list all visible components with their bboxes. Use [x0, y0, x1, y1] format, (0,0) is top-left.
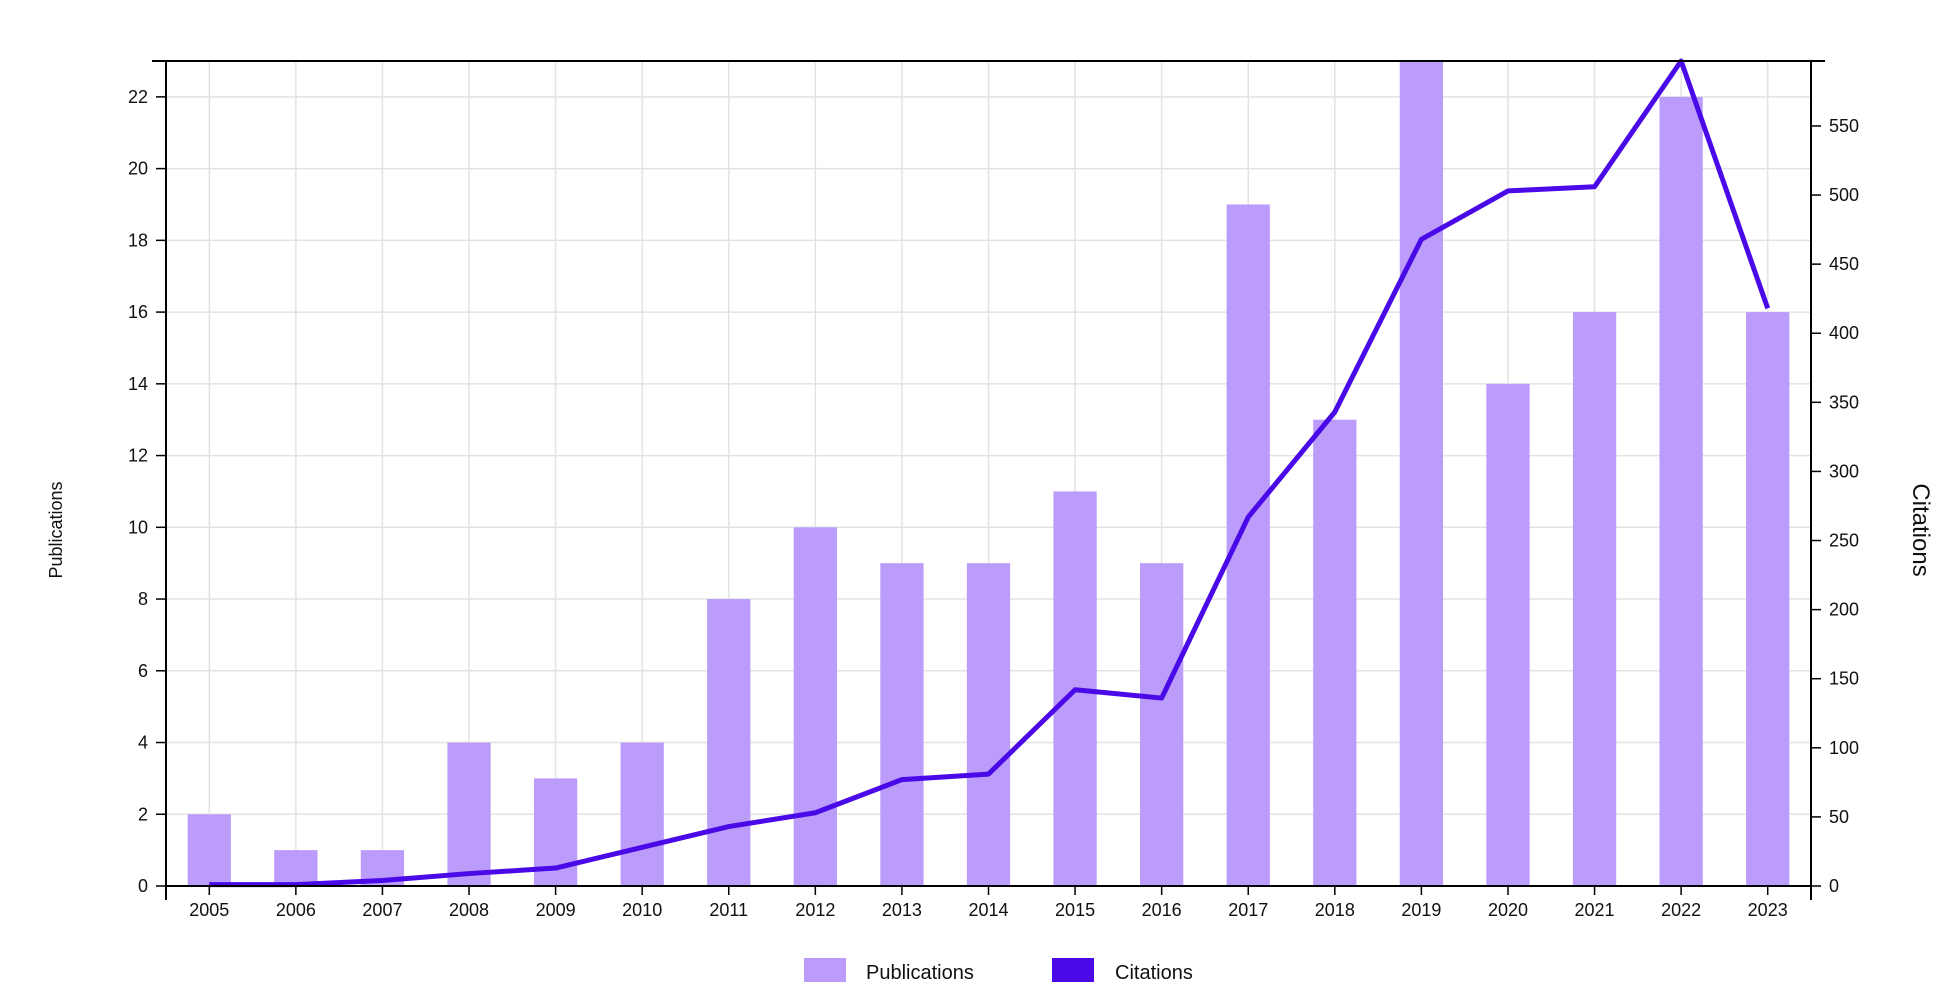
- bar-publications-2005: [187, 814, 231, 886]
- bar-publications-2016: [1140, 563, 1184, 886]
- x-tick-label-2014: 2014: [968, 900, 1008, 920]
- y-tick-label-8: 8: [138, 589, 148, 609]
- axes: [152, 60, 1825, 900]
- x-tick-label-2009: 2009: [536, 900, 576, 920]
- bar-publications-2018: [1313, 419, 1357, 886]
- tick-labels: 2005 2006 2007 2008 2009 2010 2011 2012 2013 2014…: [128, 87, 1859, 920]
- x-tick-label-2012: 2012: [795, 900, 835, 920]
- legend-label-publications: Publications: [866, 962, 974, 982]
- bar-publications-2010: [620, 742, 664, 886]
- x-tick-label-2016: 2016: [1142, 900, 1182, 920]
- y-tick-label-22: 22: [128, 87, 148, 107]
- y2-tick-label-350: 350: [1829, 392, 1859, 412]
- y2-tick-label-0: 0: [1829, 876, 1839, 896]
- bar-publications-2023: [1746, 312, 1790, 887]
- x-tick-label-2013: 2013: [882, 900, 922, 920]
- y2-tick-label-400: 400: [1829, 323, 1859, 343]
- bar-publications-2011: [707, 599, 751, 886]
- bar-publications-2019: [1399, 61, 1444, 886]
- x-tick-label-2008: 2008: [449, 900, 489, 920]
- bar-publications-2021: [1572, 312, 1617, 887]
- x-tick-label-2007: 2007: [362, 900, 402, 920]
- y-tick-label-18: 18: [128, 230, 148, 250]
- x-tick-label-2010: 2010: [622, 900, 662, 920]
- publications-bars: [187, 61, 1790, 887]
- y2-tick-label-250: 250: [1829, 531, 1859, 551]
- y2-tick-label-50: 50: [1829, 807, 1849, 827]
- x-tick-label-2020: 2020: [1488, 900, 1528, 920]
- bar-publications-2008: [447, 742, 491, 886]
- x-tick-label-2022: 2022: [1661, 900, 1701, 920]
- bar-publications-2022: [1659, 96, 1703, 886]
- x-tick-label-2006: 2006: [276, 900, 316, 920]
- legend-label-citations: Citations: [1115, 962, 1193, 982]
- y-tick-label-20: 20: [128, 159, 148, 179]
- y2-tick-label-550: 550: [1829, 116, 1859, 136]
- legend: Publications Citations: [804, 958, 1193, 982]
- y-tick-label-12: 12: [128, 446, 148, 466]
- y-tick-label-6: 6: [138, 661, 148, 681]
- y2-tick-label-150: 150: [1829, 669, 1859, 689]
- y-tick-label-16: 16: [128, 302, 148, 322]
- y-axis-title: Publications: [46, 481, 66, 578]
- y2-tick-label-450: 450: [1829, 254, 1859, 274]
- x-tick-label-2019: 2019: [1401, 900, 1441, 920]
- bar-publications-2012: [793, 527, 837, 886]
- bar-publications-2014: [966, 563, 1011, 886]
- bar-publications-2006: [274, 850, 318, 886]
- legend-swatch-publications: [804, 958, 846, 982]
- x-tick-label-2005: 2005: [189, 900, 229, 920]
- y2-tick-label-500: 500: [1829, 185, 1859, 205]
- y-tick-label-4: 4: [138, 733, 148, 753]
- x-tick-label-2011: 2011: [709, 900, 748, 920]
- y2-tick-label-100: 100: [1829, 738, 1859, 758]
- bar-publications-2013: [880, 563, 924, 886]
- y-tick-label-0: 0: [138, 876, 148, 896]
- y-tick-label-2: 2: [138, 804, 148, 824]
- x-tick-label-2021: 2021: [1575, 900, 1615, 920]
- x-tick-label-2018: 2018: [1315, 900, 1355, 920]
- legend-swatch-citations: [1052, 958, 1094, 982]
- y2-tick-label-300: 300: [1829, 461, 1859, 481]
- y-tick-label-14: 14: [128, 374, 148, 394]
- x-tick-label-2015: 2015: [1055, 900, 1095, 920]
- x-tick-label-2023: 2023: [1748, 900, 1788, 920]
- citations-line-layer: [209, 58, 1771, 888]
- y2-tick-label-200: 200: [1829, 600, 1859, 620]
- x-tick-label-2017: 2017: [1228, 900, 1268, 920]
- y-tick-label-10: 10: [128, 517, 148, 537]
- y2-axis-title: Citations: [1907, 483, 1934, 576]
- bar-publications-2020: [1486, 383, 1530, 886]
